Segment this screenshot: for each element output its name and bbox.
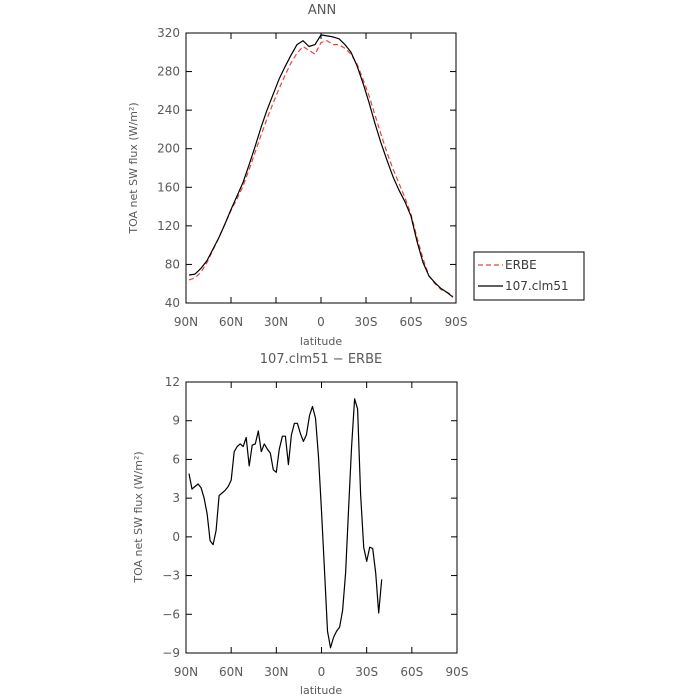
bottom-y-ticks: −9 −6 −3 0 3 6 9 12 [162, 375, 457, 660]
y-tick-label: 3 [172, 491, 180, 505]
bottom-series-lines [188, 398, 383, 649]
x-tick-label: 0 [317, 315, 325, 329]
bottom-x-ticks: 90N 60N 30N 0 30S 60S 90S [174, 382, 469, 679]
y-tick-label: 9 [172, 414, 180, 428]
y-tick-label: −3 [162, 569, 180, 583]
x-tick-label: 90S [445, 315, 468, 329]
series-line-difference [188, 398, 383, 649]
x-tick-label: 60N [219, 315, 243, 329]
y-tick-label: 80 [165, 257, 180, 271]
series-line-107-clm51 [188, 34, 454, 298]
y-tick-label: 40 [165, 296, 180, 310]
top-chart-panel: ANN 90N 60N 30N 0 30S 60S 90S 40 80 120 160 200 240… [127, 3, 467, 348]
top-y-axis-label: TOA net SW flux (W/m²) [127, 102, 140, 234]
x-tick-label: 90N [174, 315, 198, 329]
x-tick-label: 30S [355, 665, 378, 679]
y-tick-label: 12 [165, 375, 180, 389]
x-tick-label: 30N [264, 315, 288, 329]
top-x-axis-label: latitude [300, 335, 342, 348]
top-series-lines [188, 34, 454, 298]
x-tick-label: 0 [318, 665, 326, 679]
x-tick-label: 90N [174, 665, 198, 679]
top-plot-frame [185, 32, 457, 304]
y-tick-label: 160 [157, 180, 180, 194]
bottom-chart-panel: 107.clm51 − ERBE 90N 60N 30N 0 30S 60S 90S −9−… [132, 352, 468, 697]
x-tick-label: 60N [219, 665, 243, 679]
y-tick-label: −9 [162, 646, 180, 660]
x-tick-label: 60S [400, 665, 423, 679]
bottom-y-axis-label: TOA net SW flux (W/m²) [132, 451, 145, 583]
y-tick-label: −6 [162, 607, 180, 621]
x-tick-label: 90S [446, 665, 469, 679]
series-line-erbe [188, 40, 454, 296]
bottom-x-axis-label: latitude [300, 684, 342, 697]
legend-erbe-label: ERBE [505, 258, 537, 272]
legend-box [473, 251, 585, 301]
top-chart-title: ANN [308, 3, 336, 18]
legend: ERBE 107.clm51 [473, 251, 585, 301]
y-tick-label: 200 [157, 142, 180, 156]
y-tick-label: 240 [157, 103, 180, 117]
y-tick-label: 0 [172, 530, 180, 544]
y-tick-label: 280 [157, 65, 180, 79]
top-x-ticks: 90N 60N 30N 0 30S 60S 90S [174, 33, 468, 329]
x-tick-label: 30N [264, 665, 288, 679]
top-y-ticks: 40 80 120 160 200 240 280 320 [157, 26, 456, 310]
legend-clm51-label: 107.clm51 [505, 279, 569, 293]
y-tick-label: 6 [172, 452, 180, 466]
x-tick-label: 60S [400, 315, 423, 329]
bottom-chart-title: 107.clm51 − ERBE [260, 352, 382, 367]
y-tick-label: 320 [157, 26, 180, 40]
y-tick-label: 120 [157, 219, 180, 233]
x-tick-label: 30S [355, 315, 378, 329]
